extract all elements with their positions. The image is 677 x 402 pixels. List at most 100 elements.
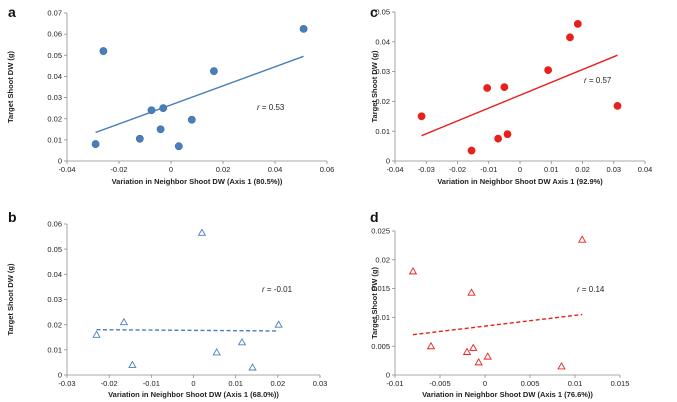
x-tick-label: -0.005 xyxy=(429,379,450,388)
y-tick-label: 0 xyxy=(58,371,62,380)
data-point xyxy=(92,330,101,338)
x-tick-label: 0.01 xyxy=(568,379,583,388)
data-point xyxy=(544,66,553,75)
r-annotation: r = 0.14 xyxy=(577,285,605,294)
x-axis-title: Variation in Neighbor Shoot DW (Axis 1 (… xyxy=(108,390,279,399)
trend-line xyxy=(421,54,618,137)
x-tick-label: 0.03 xyxy=(313,379,328,388)
x-tick-label: 0.015 xyxy=(611,379,630,388)
x-tick-label: -0.03 xyxy=(418,165,435,174)
r-annotation: r = 0.57 xyxy=(584,76,612,85)
y-tick-label: 0.06 xyxy=(47,220,62,229)
data-point xyxy=(248,363,257,371)
data-point xyxy=(467,288,476,296)
r-symbol: r xyxy=(584,76,587,85)
data-point xyxy=(99,47,108,55)
y-axis-title: Target Shoot DW (g) xyxy=(6,51,15,123)
data-point xyxy=(469,343,478,351)
r-value: = 0.14 xyxy=(580,285,605,294)
y-tick-label: 0.025 xyxy=(371,227,390,236)
data-point xyxy=(147,106,156,115)
y-axis-title: Target Shoot DW (g) xyxy=(370,267,379,339)
y-tick-label: 0.04 xyxy=(375,37,390,46)
y-tick-label: 0.07 xyxy=(47,9,62,18)
data-point xyxy=(119,317,129,326)
data-point xyxy=(408,267,418,275)
data-point xyxy=(91,140,100,148)
data-point xyxy=(613,101,622,110)
data-point xyxy=(187,115,196,124)
x-tick-label: -0.03 xyxy=(58,379,75,388)
y-tick-label: 0.01 xyxy=(375,313,390,322)
y-tick-label: 0.04 xyxy=(47,72,62,81)
x-tick-label: 0.01 xyxy=(544,165,559,174)
trend-line xyxy=(412,313,583,336)
x-tick-label: 0.02 xyxy=(216,165,231,174)
data-point xyxy=(483,84,492,92)
r-symbol: r xyxy=(577,285,580,294)
data-point xyxy=(156,125,165,134)
data-point xyxy=(237,337,247,346)
x-tick-label: -0.02 xyxy=(101,379,118,388)
y-axis-title: Target Shoot DW (g) xyxy=(6,263,15,335)
x-tick-label: 0 xyxy=(191,379,195,388)
x-tick-label: 0.04 xyxy=(638,165,653,174)
panel-label: c xyxy=(370,4,378,20)
x-tick-label: 0.02 xyxy=(575,165,590,174)
x-tick-label: 0.03 xyxy=(606,165,621,174)
y-tick-label: 0.06 xyxy=(47,30,62,39)
y-tick-label: 0.01 xyxy=(47,345,62,354)
data-point xyxy=(128,360,137,368)
data-point xyxy=(209,67,218,76)
y-tick-label: 0.005 xyxy=(371,342,390,351)
data-point xyxy=(483,352,492,360)
y-tick-label: 0.05 xyxy=(47,51,62,60)
y-tick-label: 0.015 xyxy=(371,284,390,293)
x-tick-label: 0.005 xyxy=(521,379,540,388)
x-tick-label: 0.04 xyxy=(268,165,283,174)
x-tick-label: -0.01 xyxy=(480,165,497,174)
y-tick-label: 0.01 xyxy=(375,127,390,136)
r-annotation: r = 0.53 xyxy=(257,103,285,112)
y-tick-label: 0.02 xyxy=(47,320,62,329)
y-tick-label: 0.02 xyxy=(375,97,390,106)
y-tick-label: 0 xyxy=(386,371,390,380)
data-point xyxy=(417,112,426,121)
data-point xyxy=(503,130,512,139)
x-tick-label: 0.02 xyxy=(271,379,286,388)
y-tick-label: 0.03 xyxy=(375,67,390,76)
data-point xyxy=(474,358,483,366)
data-point xyxy=(578,235,587,243)
panel-d: d 0 0.005 0.01 0.015 0.02 0.025 -0.01 -0.005 0 0.0… xyxy=(370,209,629,399)
y-tick-label: 0.02 xyxy=(375,255,390,264)
x-tick-label: 0 xyxy=(169,165,173,174)
x-tick-label: -0.02 xyxy=(449,165,466,174)
panel-label: b xyxy=(8,209,17,225)
r-value: = 0.53 xyxy=(260,103,285,112)
data-point xyxy=(274,320,283,328)
data-point xyxy=(566,33,574,42)
data-point xyxy=(159,104,168,113)
y-tick-label: 0.02 xyxy=(47,114,62,123)
data-point xyxy=(299,24,308,33)
panel-c: c 0 0.01 0.02 0.03 0.04 0.05 -0.04 -0.03 -0.02 -0.… xyxy=(370,4,652,186)
r-symbol: r xyxy=(262,285,265,294)
panel-a: a 0 0.01 0.02 0.03 0.04 0.05 0.06 0.07 -0.04 -0.02… xyxy=(6,4,334,186)
x-tick-label: -0.02 xyxy=(110,165,127,174)
data-point xyxy=(557,362,566,370)
data-point xyxy=(573,20,582,28)
data-point xyxy=(500,83,509,91)
data-point xyxy=(462,347,472,355)
data-point xyxy=(212,348,221,356)
r-symbol: r xyxy=(257,103,260,112)
x-tick-label: -0.04 xyxy=(58,165,75,174)
y-axis-title: Target Shoot DW (g) xyxy=(370,50,379,122)
r-value: = 0.57 xyxy=(587,76,612,85)
r-annotation: r = -0.01 xyxy=(262,285,293,294)
y-tick-label: 0 xyxy=(58,157,62,166)
y-tick-label: 0.05 xyxy=(47,245,62,254)
x-tick-label: -0.01 xyxy=(143,379,160,388)
trend-line xyxy=(96,329,279,332)
x-axis-title: Variation in Neighbor Shoot DW (Axis 1 (… xyxy=(422,390,593,399)
